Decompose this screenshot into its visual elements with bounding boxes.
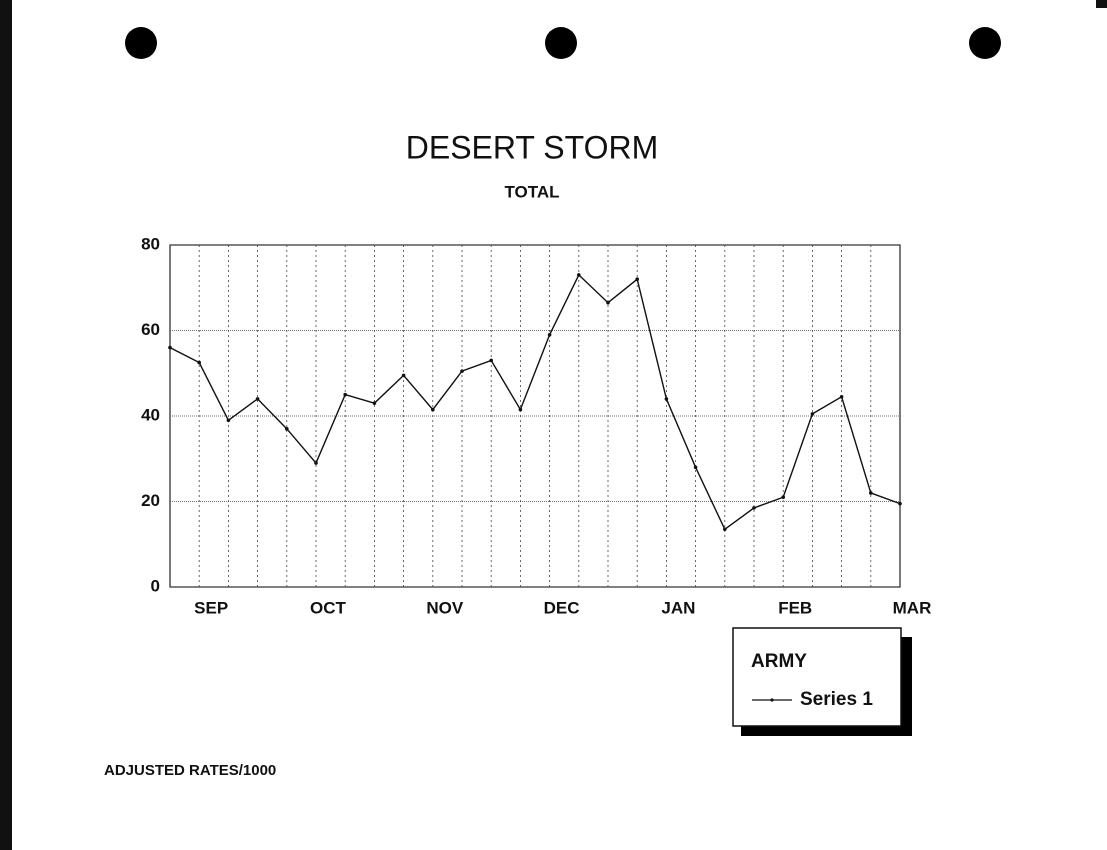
data-point	[372, 401, 377, 405]
data-point	[693, 465, 698, 470]
data-point	[168, 345, 172, 350]
x-tick-label: FEB	[778, 598, 812, 617]
legend-box	[732, 627, 902, 727]
footnote: ADJUSTED RATES/1000	[104, 762, 276, 779]
x-tick-label: DEC	[544, 598, 580, 617]
data-point	[547, 332, 552, 337]
data-point	[577, 273, 581, 277]
scan-edge	[0, 0, 12, 850]
legend-title: ARMY	[751, 651, 807, 672]
data-point	[431, 407, 435, 412]
x-tick-label: OCT	[310, 598, 347, 617]
y-tick-label: 80	[141, 234, 160, 253]
data-point	[460, 369, 464, 373]
x-tick-label: JAN	[661, 598, 695, 617]
data-point	[401, 373, 406, 378]
data-point	[839, 394, 844, 399]
data-point	[781, 495, 785, 500]
data-point	[898, 501, 902, 506]
punch-hole	[545, 27, 577, 59]
chart-title: DESERT STORM	[406, 129, 659, 165]
x-tick-label: MAR	[893, 598, 932, 617]
y-tick-label: 40	[141, 405, 160, 424]
punch-hole	[969, 27, 1001, 59]
data-point	[723, 527, 727, 532]
scan-corner	[1096, 0, 1107, 8]
y-tick-label: 20	[141, 491, 160, 510]
legend-marker	[770, 698, 774, 702]
data-point	[518, 407, 523, 412]
data-point	[255, 397, 260, 401]
punch-hole	[125, 27, 157, 59]
data-point	[664, 397, 669, 401]
y-tick-label: 60	[141, 320, 160, 339]
data-point	[314, 461, 318, 465]
data-point	[635, 277, 639, 282]
data-point	[810, 412, 815, 416]
data-point	[343, 392, 348, 397]
y-tick-label: 0	[151, 576, 160, 595]
data-point	[489, 358, 494, 363]
data-point	[752, 506, 756, 510]
data-point	[197, 360, 201, 365]
legend-label: Series 1	[800, 689, 873, 710]
x-tick-label: SEP	[194, 598, 228, 617]
x-tick-label: NOV	[426, 598, 464, 617]
data-point	[285, 427, 289, 431]
chart-subtitle: TOTAL	[504, 182, 559, 201]
data-point	[869, 491, 873, 495]
series-line	[169, 273, 901, 531]
data-point	[606, 300, 610, 305]
data-point	[226, 418, 231, 423]
